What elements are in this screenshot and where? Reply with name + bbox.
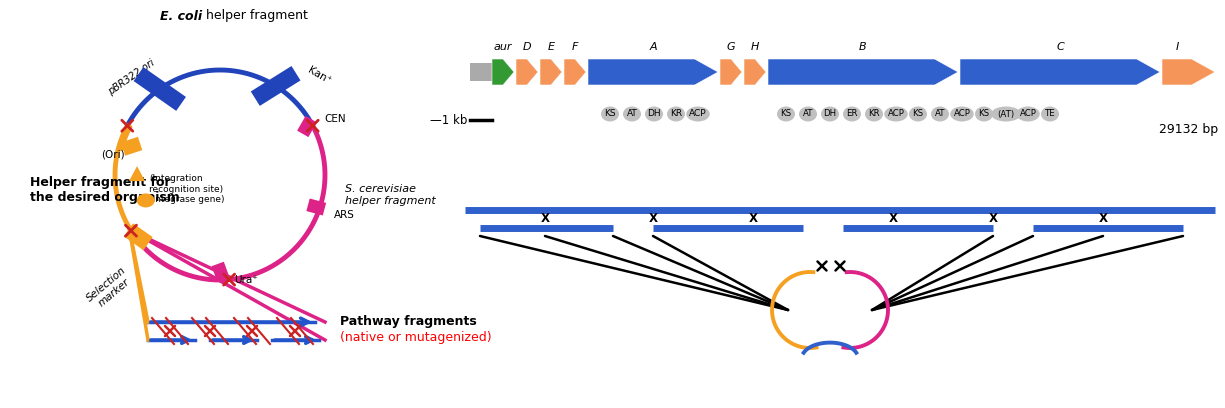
Text: —1 kb: —1 kb [430, 113, 467, 126]
Text: DH: DH [647, 109, 660, 118]
Ellipse shape [137, 193, 154, 207]
Text: ACP: ACP [1019, 109, 1036, 118]
Ellipse shape [1017, 106, 1040, 122]
Text: TE: TE [1045, 109, 1056, 118]
Text: X: X [888, 213, 898, 226]
Text: E: E [548, 42, 555, 52]
Text: (native or mutagenized): (native or mutagenized) [341, 331, 491, 344]
Ellipse shape [821, 106, 839, 122]
Ellipse shape [799, 106, 817, 122]
Text: (Integration
recognition site)
(Integrase gene): (Integration recognition site) (Integras… [149, 174, 224, 204]
Polygon shape [212, 262, 229, 282]
Text: ARS: ARS [334, 210, 355, 220]
Polygon shape [744, 59, 766, 85]
Text: X: X [989, 213, 997, 226]
Polygon shape [134, 67, 186, 111]
Text: KR: KR [670, 109, 682, 118]
Text: D: D [523, 42, 532, 52]
Polygon shape [124, 223, 153, 250]
Text: Kan⁺: Kan⁺ [306, 65, 332, 86]
Text: F: F [572, 42, 578, 52]
Text: G: G [726, 42, 735, 52]
Text: Pathway fragments: Pathway fragments [341, 315, 477, 328]
Polygon shape [564, 59, 586, 85]
Text: KR: KR [869, 109, 880, 118]
Polygon shape [540, 59, 562, 85]
Text: X: X [648, 213, 658, 226]
Polygon shape [129, 166, 145, 181]
Polygon shape [251, 66, 300, 106]
Ellipse shape [777, 106, 795, 122]
Ellipse shape [601, 106, 619, 122]
Text: CEN: CEN [323, 113, 345, 124]
Text: S. cerevisiae
helper fragment: S. cerevisiae helper fragment [345, 184, 436, 206]
Text: pBR322 ori: pBR322 ori [107, 57, 157, 97]
Polygon shape [960, 59, 1160, 85]
Polygon shape [298, 116, 317, 137]
Ellipse shape [951, 106, 974, 122]
Text: helper fragment: helper fragment [206, 9, 307, 22]
Text: KS: KS [604, 109, 616, 118]
Polygon shape [768, 59, 958, 85]
Text: Selection
marker: Selection marker [85, 265, 136, 312]
Polygon shape [306, 199, 326, 215]
Text: X: X [748, 213, 757, 226]
Ellipse shape [843, 106, 861, 122]
Ellipse shape [686, 106, 709, 122]
Text: ACP: ACP [888, 109, 904, 118]
Ellipse shape [865, 106, 883, 122]
Text: H: H [751, 42, 760, 52]
Text: AT: AT [627, 109, 637, 118]
Ellipse shape [666, 106, 685, 122]
Ellipse shape [931, 106, 949, 122]
Text: aur: aur [494, 42, 512, 52]
Text: KS: KS [913, 109, 924, 118]
Text: 29132 bp: 29132 bp [1159, 124, 1218, 137]
Text: ACP: ACP [953, 109, 970, 118]
Text: Helper fragment for
the desired organism: Helper fragment for the desired organism [29, 176, 180, 204]
Text: B: B [859, 42, 867, 52]
Polygon shape [1163, 59, 1215, 85]
Text: Ura⁺: Ura⁺ [235, 275, 258, 285]
Text: KS: KS [780, 109, 791, 118]
Ellipse shape [909, 106, 927, 122]
Text: (AT): (AT) [997, 109, 1014, 118]
Polygon shape [720, 59, 742, 85]
Text: DH: DH [823, 109, 837, 118]
Text: X: X [1099, 213, 1107, 226]
Polygon shape [492, 59, 514, 85]
Polygon shape [588, 59, 718, 85]
Text: (Ori): (Ori) [102, 149, 125, 159]
Polygon shape [121, 137, 142, 156]
Text: ACP: ACP [690, 109, 707, 118]
Text: AT: AT [935, 109, 946, 118]
Ellipse shape [975, 106, 993, 122]
Ellipse shape [991, 106, 1020, 122]
Ellipse shape [624, 106, 641, 122]
Ellipse shape [1041, 106, 1058, 122]
Text: X: X [540, 213, 550, 226]
Bar [470, 63, 492, 81]
Ellipse shape [884, 106, 908, 122]
Text: AT: AT [802, 109, 813, 118]
Text: KS: KS [979, 109, 990, 118]
Ellipse shape [646, 106, 663, 122]
Text: ER: ER [846, 109, 857, 118]
Text: A: A [649, 42, 657, 52]
Text: E. coli: E. coli [160, 9, 202, 22]
Polygon shape [516, 59, 538, 85]
Text: C: C [1056, 42, 1063, 52]
Text: I: I [1175, 42, 1178, 52]
